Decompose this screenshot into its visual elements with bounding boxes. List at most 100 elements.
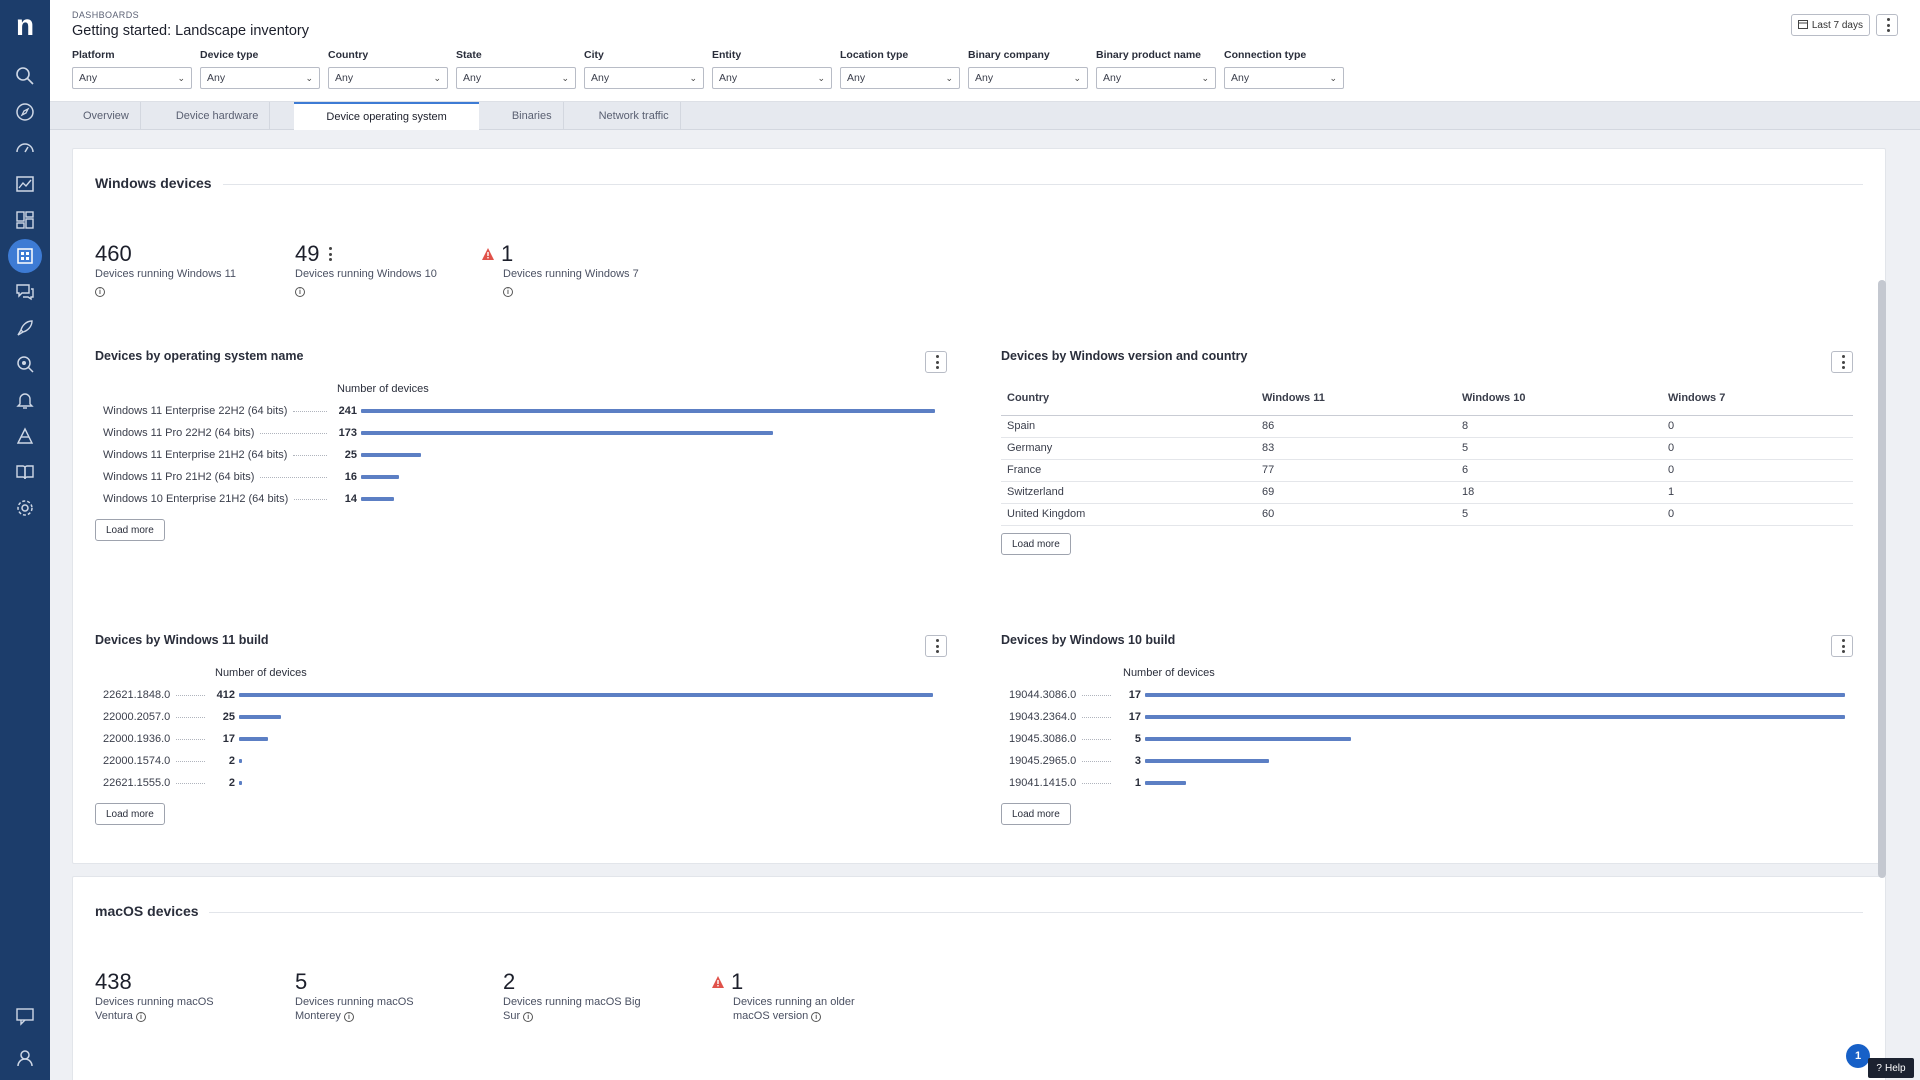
more-options-button[interactable] [1876,14,1898,36]
table-row[interactable]: Spain 86 8 0 [1001,415,1853,438]
automation-icon[interactable] [7,424,43,448]
compass-icon[interactable] [7,100,43,124]
bar-value: 14 [344,493,357,505]
load-more-button[interactable]: Load more [1001,803,1071,825]
gauge-icon[interactable] [7,136,43,160]
bar-row[interactable]: 19044.3086.0 17 [1009,685,1857,705]
panel-menu-button[interactable] [925,635,947,657]
kebab-icon[interactable] [329,247,333,261]
bar-row[interactable]: 22000.1936.0 17 [103,729,945,749]
help-button[interactable]: ? Help [1868,1058,1914,1078]
info-icon[interactable]: i [503,287,513,297]
bar-row[interactable]: 22000.2057.0 25 [103,707,945,727]
column-header[interactable]: Windows 10 [1456,381,1662,416]
bar-row[interactable]: 22621.1848.0 412 [103,685,945,705]
bar-row[interactable]: 19045.2965.0 3 [1009,751,1857,771]
filter-select[interactable]: Any ⌄ [584,67,704,89]
load-more-button[interactable]: Load more [95,803,165,825]
filter-select[interactable]: Any ⌄ [456,67,576,89]
filter-select[interactable]: Any ⌄ [968,67,1088,89]
tab-overview[interactable]: Overview [72,102,141,130]
panel-menu-button[interactable] [1831,635,1853,657]
filter-select[interactable]: Any ⌄ [712,67,832,89]
bell-icon[interactable] [7,388,43,412]
chat-icon[interactable] [7,280,43,304]
app-logo[interactable]: n [15,9,35,42]
chart-icon[interactable] [7,172,43,196]
table-row[interactable]: Switzerland 69 18 1 [1001,481,1853,504]
info-icon[interactable]: i [295,287,305,297]
bar-row[interactable]: 19043.2364.0 17 [1009,707,1857,727]
tab-binaries[interactable]: Binaries [501,102,564,130]
bar-row[interactable]: Windows 11 Enterprise 21H2 (64 bits) 25 [103,445,947,465]
user-icon[interactable] [7,1046,43,1070]
filter-select[interactable]: Any ⌄ [200,67,320,89]
breadcrumb[interactable]: DASHBOARDS [72,10,140,20]
kpi-label: Devices running macOS Big [503,996,641,1008]
bar-label: 19041.1415.0 [1009,777,1077,789]
bar-label: Windows 11 Enterprise 22H2 (64 bits) [103,405,288,417]
bar-label: Windows 11 Pro 22H2 (64 bits) [103,427,255,439]
filter-select[interactable]: Any ⌄ [328,67,448,89]
chevron-down-icon: ⌄ [817,72,825,83]
book-icon[interactable] [7,460,43,484]
info-icon[interactable]: i [95,287,105,297]
kpi-label: macOS version [733,1010,809,1022]
bar-row[interactable]: Windows 11 Pro 21H2 (64 bits) 16 [103,467,947,487]
table-row[interactable]: United Kingdom 60 5 0 [1001,503,1853,526]
tab-device-operating-system[interactable]: Device operating system [294,102,479,130]
rocket-icon[interactable] [7,316,43,340]
filter-select[interactable]: Any ⌄ [1224,67,1344,89]
table-cell: 0 [1662,459,1853,482]
bar [361,431,774,435]
gear-icon[interactable] [7,496,43,520]
timeframe-button[interactable]: Last 7 days [1790,14,1870,36]
grid-icon[interactable] [7,208,43,232]
bar-chart-header: Number of devices [337,383,429,395]
table-cell: 8 [1456,415,1662,438]
filter-label: Country [328,49,369,61]
search-icon[interactable] [7,64,43,88]
filter-select[interactable]: Any ⌄ [72,67,192,89]
info-icon[interactable]: i [343,1012,354,1022]
kpi-label: Monterey [295,1010,341,1022]
feedback-icon[interactable] [7,1004,43,1028]
column-header[interactable]: Windows 7 [1662,381,1853,416]
bar-label: 19043.2364.0 [1009,711,1077,723]
table-row[interactable]: Germany 83 5 0 [1001,437,1853,460]
filter-select[interactable]: Any ⌄ [840,67,960,89]
info-icon[interactable]: i [523,1012,534,1022]
bar-row[interactable]: 22000.1574.0 2 [103,751,945,771]
tab-device-hardware[interactable]: Device hardware [165,102,271,130]
bar-row[interactable]: Windows 10 Enterprise 21H2 (64 bits) 14 [103,489,947,509]
panel-title: Devices by Windows 11 build [95,633,269,647]
bar-row[interactable]: 19045.3086.0 5 [1009,729,1857,749]
tab-network-traffic[interactable]: Network traffic [588,102,681,130]
tab-bar: Overview Device hardware Device operatin… [50,102,1920,130]
bar [1145,737,1351,741]
info-icon[interactable]: i [811,1012,822,1022]
filter-select[interactable]: Any ⌄ [1096,67,1216,89]
bar-chart-header: Number of devices [215,667,307,679]
bar-value: 17 [222,733,235,745]
notification-badge[interactable]: 1 [1846,1044,1870,1068]
bar-row[interactable]: Windows 11 Pro 22H2 (64 bits) 173 [103,423,947,443]
filter-value: Any [463,72,482,84]
panel-menu-button[interactable] [1831,351,1853,373]
dashboard-icon[interactable] [8,239,42,273]
table-cell: 83 [1256,437,1456,460]
investigate-icon[interactable] [7,352,43,376]
info-icon[interactable]: i [135,1012,146,1022]
panel-menu-button[interactable] [925,351,947,373]
bar-row[interactable]: Windows 11 Enterprise 22H2 (64 bits) 241 [103,401,947,421]
table-row[interactable]: France 77 6 0 [1001,459,1853,482]
column-header[interactable]: Windows 11 [1256,381,1456,416]
bar-row[interactable]: 19041.1415.0 1 [1009,773,1857,793]
column-header[interactable]: Country [1001,381,1256,416]
bar-row[interactable]: 22621.1555.0 2 [103,773,945,793]
load-more-button[interactable]: Load more [95,519,165,541]
bar [361,409,935,413]
filter-bar: Platform Any ⌄ Device type Any ⌄ Country Any ⌄… [72,49,1344,89]
load-more-button[interactable]: Load more [1001,533,1071,555]
scrollbar[interactable] [1878,280,1886,878]
